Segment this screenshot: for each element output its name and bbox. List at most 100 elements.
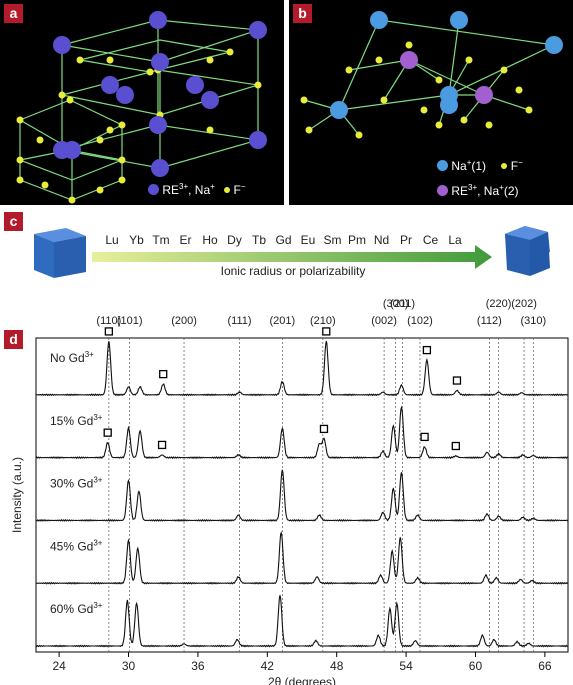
re-na-ion-icon <box>148 184 159 195</box>
element-label: Nd <box>374 233 389 247</box>
fluoride-ion <box>147 69 154 76</box>
x-tick-label: 24 <box>52 659 66 673</box>
cubic-phase-marker <box>160 371 167 378</box>
panel-a: RE3+, Na+ F− <box>0 0 284 205</box>
legend-b-na1-rest: (1) <box>471 159 486 173</box>
fluoride-ion <box>97 137 104 144</box>
xrd-series-line <box>36 595 568 646</box>
fluoride-ion <box>301 97 308 104</box>
cubic-phase-marker <box>323 328 330 335</box>
re-na-ion <box>151 159 169 177</box>
crystal-structure-cubic <box>0 0 284 205</box>
fluoride-ion <box>67 97 74 104</box>
element-label: Yb <box>129 233 144 247</box>
series-label: 30% Gd3+ <box>50 476 103 491</box>
re-na2-ion <box>475 86 493 104</box>
element-label: La <box>448 233 462 247</box>
fluoride-ion <box>306 127 313 134</box>
fluoride-icon <box>224 187 230 193</box>
reflection-label: (220) <box>486 298 512 310</box>
fluoride-ion <box>466 57 473 64</box>
re-na-ion <box>186 76 204 94</box>
fluoride-ion <box>486 122 493 129</box>
re-na-ion <box>201 91 219 109</box>
re-na-ion <box>249 131 267 149</box>
panel-label-a: a <box>4 4 23 23</box>
element-label: Tm <box>152 233 169 247</box>
fluoride-ion <box>421 107 428 114</box>
series-label-sup: 3+ <box>93 413 102 422</box>
reflection-label: (310) <box>520 315 546 327</box>
fluoride-ion <box>526 107 533 114</box>
fluoride-ion <box>255 82 262 89</box>
fluoride-ion <box>356 132 363 139</box>
series-label-sup: 3+ <box>85 350 94 359</box>
re-na-ion <box>151 53 169 71</box>
fluoride-ion <box>59 92 66 99</box>
fluoride-ion <box>501 67 508 74</box>
fluoride-ion <box>97 187 104 194</box>
reflection-label: (202) <box>511 298 537 310</box>
element-label: Sm <box>324 233 342 247</box>
re-na-ion <box>63 141 81 159</box>
na1-ion <box>545 36 563 54</box>
panel-label-b: b <box>293 4 312 23</box>
cubic-phase-marker <box>320 425 327 432</box>
legend-b-re-tail: (2) <box>504 184 519 198</box>
x-tick-label: 60 <box>469 659 483 673</box>
fluoride-ion <box>17 117 24 124</box>
series-label-sup: 3+ <box>93 538 102 547</box>
re-na2-ion <box>400 51 418 69</box>
arrow-caption: Ionic radius or polarizability <box>221 264 366 278</box>
fluoride-ion <box>516 87 523 94</box>
element-label: Gd <box>275 233 291 247</box>
fluoride-ion <box>436 122 443 129</box>
panel-c: Lu Yb Tm Er Ho Dy Tb Gd Eu Sm Pm Nd Pr Ce La Ionic rad… <box>0 212 573 292</box>
x-tick-label: 30 <box>122 659 136 673</box>
reflection-label: (101) <box>117 315 143 327</box>
element-label: Ce <box>423 233 439 247</box>
reflection-label: (210) <box>310 315 336 327</box>
fluoride-ion <box>69 197 76 204</box>
legend-b-re-sup: 3+ <box>468 183 477 192</box>
re-na-ion <box>101 76 119 94</box>
legend-a-re-sup: 3+ <box>179 182 188 191</box>
legend-a-na-sup: + <box>210 182 215 191</box>
fluoride-ion <box>119 177 126 184</box>
cubic-phase-marker <box>421 433 428 440</box>
fluoride-ion <box>461 117 468 124</box>
x-tick-label: 42 <box>261 659 275 673</box>
legend-b-f: F <box>511 159 518 173</box>
legend-b: Na+(1) F− RE3+, Na+(2) <box>437 152 523 202</box>
na1-ion <box>370 11 388 29</box>
na1-ion <box>330 101 348 119</box>
xrd-chart: (110)(101) (200) (111) (201) (210) (002) (300)… <box>0 295 573 685</box>
plot-frame <box>36 338 568 652</box>
hexagonal-prism-icon <box>505 226 550 276</box>
fluoride-ion <box>17 177 24 184</box>
panel-b: Na+(1) F− RE3+, Na+(2) <box>289 0 573 205</box>
x-tick-label: 54 <box>399 659 413 673</box>
reflection-label: (201) <box>269 315 295 327</box>
fluoride-ion <box>37 137 44 144</box>
reflection-label: (200) <box>171 315 197 327</box>
re-na-ion <box>116 86 134 104</box>
series-label-sup: 3+ <box>93 476 102 485</box>
series-label: 60% Gd3+ <box>50 601 103 616</box>
fluoride-ion <box>227 49 234 56</box>
legend-b-re: RE <box>451 184 468 198</box>
re-na-ion <box>149 116 167 134</box>
xrd-series-line <box>36 341 568 395</box>
legend-a-na: , Na <box>188 183 210 197</box>
cube-icon <box>34 228 86 278</box>
element-label: Pr <box>400 233 412 247</box>
cubic-phase-marker <box>452 442 459 449</box>
element-labels: Lu Yb Tm Er Ho Dy Tb Gd Eu Sm Pm Nd Pr Ce La <box>105 233 462 247</box>
fluoride-ion <box>406 42 413 49</box>
series-label: 15% Gd3+ <box>50 413 103 428</box>
series-label: 45% Gd3+ <box>50 538 103 553</box>
series-label: No Gd3+ <box>50 350 94 365</box>
reflection-label: (211) <box>390 298 415 310</box>
x-tick-label: 48 <box>330 659 344 673</box>
na1-ion-icon <box>437 160 448 171</box>
